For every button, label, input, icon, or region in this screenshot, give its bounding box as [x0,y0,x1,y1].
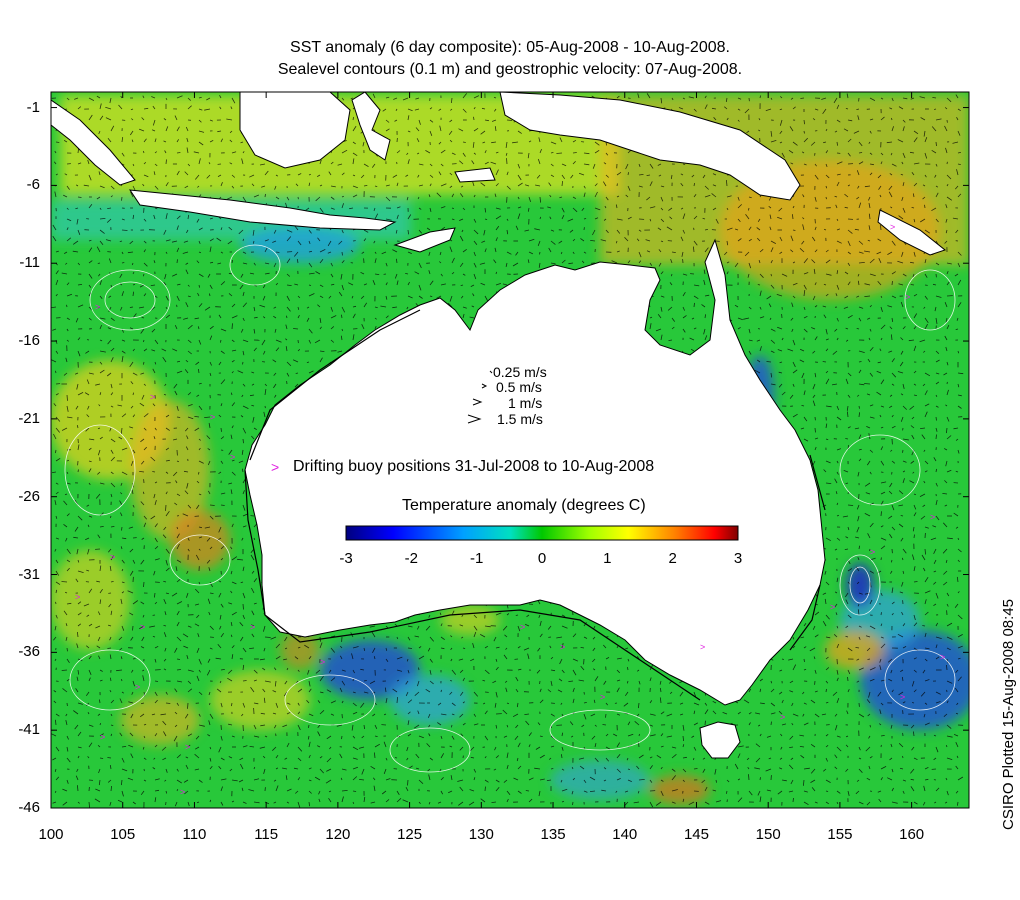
y-tick-label: -26 [18,487,40,505]
buoy-marker: > [110,552,115,562]
buoy-marker: > [95,302,100,312]
x-tick-label: 145 [683,826,709,843]
velocity-label-05: 0.5 m/s [496,379,542,395]
x-tick-label: 100 [38,826,64,843]
buoy-marker: > [75,592,80,602]
buoy-marker: > [185,742,190,752]
java-landmass [128,189,397,231]
buoy-marker: > [100,732,105,742]
velocity-arrow-1 [472,398,483,406]
australia-landmass [244,238,826,706]
y-tick-label: -11 [19,254,40,272]
shelf-contour [244,309,826,701]
colorbar-tick-label: 0 [537,550,547,567]
y-tick-label: -31 [18,565,40,583]
x-tick-label: 160 [899,826,925,843]
velocity-arrow-05 [481,383,488,389]
y-tick-label: -46 [18,799,40,816]
x-tick-label: 110 [182,826,207,843]
buoy-marker: > [150,392,155,402]
velocity-label-025: 0.25 m/s [493,364,547,380]
y-tick-label: -36 [18,643,40,661]
buoy-marker: > [520,622,525,632]
buoy-marker: > [930,512,935,522]
buoy-marker: > [210,412,215,422]
colorbar [345,525,739,541]
buoy-marker: > [140,622,145,632]
timor-landmass [393,227,456,253]
colorbar-tick-label: -3 [339,550,353,567]
buoy-marker: > [230,452,235,462]
buoy-legend-marker: > [271,459,279,475]
colorbar-tick-label: 3 [733,550,743,567]
y-tick-label: -41 [18,721,40,739]
x-tick-label: 150 [755,826,781,843]
x-tick-label: 120 [325,826,351,843]
buoy-marker: > [870,547,875,557]
buoy-marker: > [600,692,605,702]
new-guinea-landmass [499,92,801,201]
colorbar-title: Temperature anomaly (degrees C) [402,497,646,514]
x-tick-label: 140 [612,826,638,843]
velocity-legend-arrows [467,370,493,424]
y-tick-label: -1 [26,98,40,116]
y-tick-label: -21 [18,409,40,427]
buoy-marker: > [180,787,185,797]
buoy-marker: > [905,292,910,302]
buoy-marker: > [940,652,945,662]
colorbar-tick-label: -2 [404,550,418,567]
land-masses [51,92,947,759]
velocity-label-1: 1 m/s [508,395,543,411]
x-tick-label: 130 [468,826,494,843]
plot-frame [50,91,970,809]
sumatra-landmass [51,99,136,186]
velocity-arrow-15 [467,414,482,424]
y-tick-label: -16 [18,332,40,350]
colorbar-tick-label: 1 [603,550,612,567]
colorbar-tick-label: 2 [668,550,677,567]
velocity-arrow-025 [489,370,493,374]
buoy-marker: > [780,712,785,722]
y-tick-label: -6 [26,176,40,194]
buoy-marker: > [560,642,565,652]
buoy-marker: > [135,682,140,692]
credit-label: CSIRO Plotted 15-Aug-2008 08:45 [1000,599,1017,830]
title-line-2: Sealevel contours (0.1 m) and geostrophi… [277,61,743,78]
buoy-marker: > [320,657,325,667]
colorbar-tick-label: -1 [469,550,484,567]
tasmania-landmass [699,721,741,759]
x-tick-label: 155 [827,826,853,843]
borneo-landmass [239,92,351,169]
buoy-legend-label: Drifting buoy positions 31-Jul-2008 to 1… [293,458,655,475]
sulawesi-landmass [351,92,391,161]
sealevel-contours [64,244,956,773]
drifting-buoy-markers: > > > > > > > > > > > > > > > > > > > > > > > > > [75,222,945,797]
buoy-marker: > [250,622,255,632]
title-line-1: SST anomaly (6 day composite): 05-Aug-20… [290,39,730,56]
x-tick-label: 135 [540,826,566,843]
buoy-marker: > [900,692,905,702]
buoy-marker: > [700,642,705,652]
x-tick-label: 105 [110,826,136,843]
x-tick-label: 115 [254,826,279,843]
x-tick-label: 125 [397,826,423,843]
buoy-marker: > [890,222,895,232]
velocity-label-15: 1.5 m/s [497,411,543,427]
buoy-marker: > [830,602,835,612]
